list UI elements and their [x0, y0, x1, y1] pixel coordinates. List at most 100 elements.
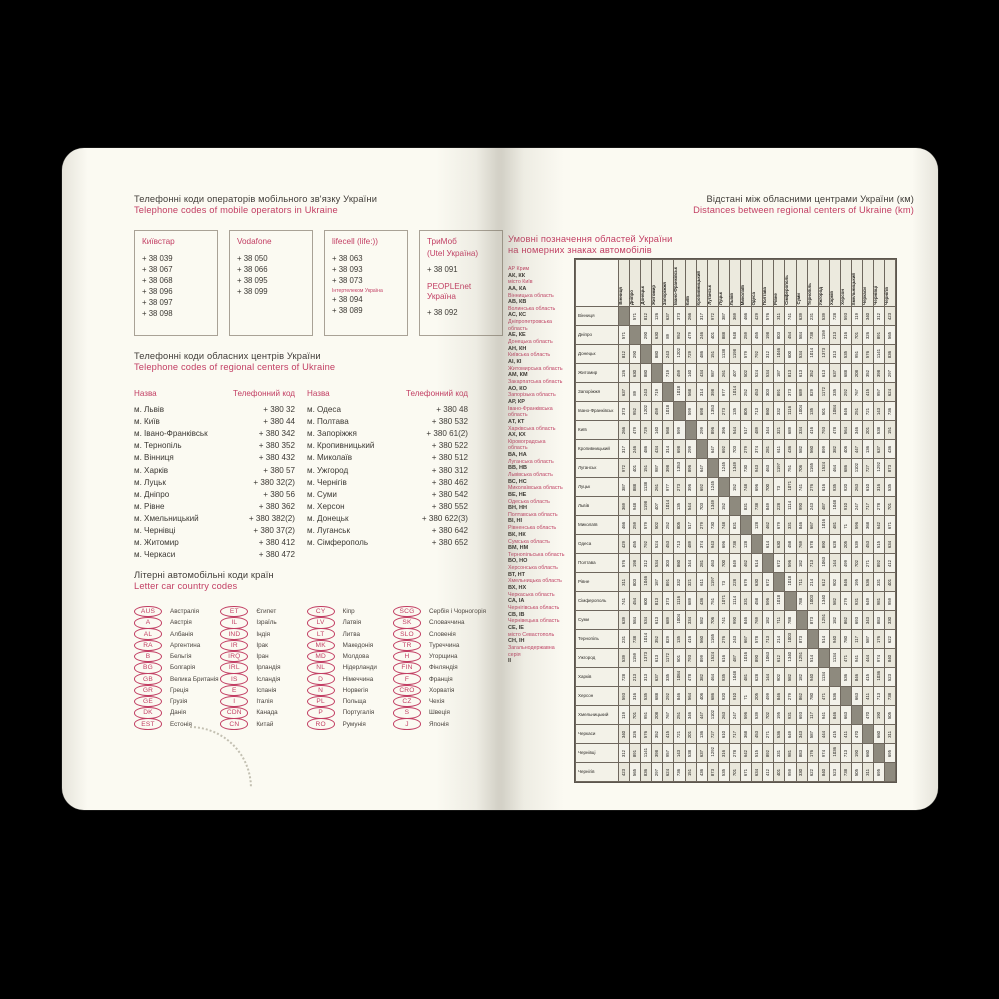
matrix-cell: 231 [617, 629, 631, 649]
matrix-col-header-label: Київ [684, 295, 690, 305]
matrix-cell-value: 1165 [809, 462, 815, 472]
matrix-cell: 935 [828, 477, 841, 497]
matrix-cell-value: 899 [820, 445, 826, 453]
matrix-cell-value: 1114 [731, 596, 737, 605]
matrix-cell-value: 486 [643, 445, 649, 453]
matrix-cell-value: 957 [876, 388, 882, 396]
matrix-cell: 1159 [817, 325, 830, 345]
matrix-cell: 637 [617, 382, 631, 402]
country-code-oval: BG [134, 662, 162, 674]
matrix-cell-value: 584 [631, 616, 637, 624]
matrix-cell-value: 281 [765, 445, 771, 453]
country-code-oval: D [306, 673, 335, 685]
country-code-row: E Іспанія [220, 684, 306, 697]
matrix-cell: 261 [717, 363, 730, 383]
matrix-cell-value: 396 [720, 426, 726, 434]
matrix-cell: 713 [806, 553, 819, 573]
matrix-cell-value: 458 [754, 597, 760, 605]
matrix-cell-value: 344 [765, 426, 771, 434]
matrix-cell: 489 [684, 534, 697, 554]
country-code-oval: DK [134, 707, 162, 719]
matrix-cell-value: 263 [720, 711, 726, 719]
matrix-cell-value: 73 [776, 486, 782, 491]
country-code-row: NL Нідерланди [306, 662, 393, 674]
plates-title-line2: на номерних знаках автомобілів [508, 245, 652, 255]
matrix-cell: 263 [717, 705, 730, 725]
matrix-cell-value: 271 [765, 730, 771, 738]
matrix-cell-value: 713 [754, 407, 760, 415]
country-code-row: BG Болгарія [134, 662, 220, 674]
matrix-cell: 660 [862, 743, 875, 763]
matrix-cell-value: 813 [654, 597, 660, 605]
matrix-cell: 479 [684, 325, 697, 345]
matrix-cell: 831 [728, 515, 742, 535]
matrix-cell: 463 [706, 553, 719, 573]
matrix-cell-value: 317 [620, 445, 626, 453]
regional-code-row: м. Хмельницький + 380 382(2) [134, 513, 307, 525]
region-name: Івано-Франківська [508, 405, 553, 412]
matrix-row-header: Одеса [575, 534, 619, 554]
matrix-cell-value: 1014 [643, 633, 649, 643]
matrix-cell-value: 332 [776, 407, 782, 415]
matrix-cell: 243 [728, 629, 742, 649]
matrix-cell-value: 152 [731, 483, 737, 491]
matrix-cell-value: 671 [742, 768, 748, 776]
country-name: Словенія [428, 630, 456, 638]
matrix-cell: 696 [751, 477, 764, 497]
matrix-cell: 1197 [706, 572, 719, 592]
city-name: м. Полтава [307, 417, 349, 427]
matrix-cell-value: 1063 [765, 652, 771, 662]
matrix-cell-value: 462 [765, 521, 771, 529]
country-name: Ізраїль [256, 619, 277, 627]
matrix-cell: 273 [717, 401, 730, 421]
matrix-cell: 1063 [762, 648, 775, 668]
matrix-cell-value: 195 [776, 711, 782, 719]
matrix-cell-value: 151 [687, 768, 693, 776]
matrix-cell: 478 [684, 667, 697, 687]
matrix-cell: 259 [740, 325, 753, 345]
matrix-cell-value: 524 [754, 369, 760, 377]
matrix-cell-value: 702 [853, 559, 859, 567]
region-plate-code: АР, КР [508, 398, 525, 405]
matrix-cell-value: 297 [654, 768, 660, 776]
matrix-cell: 1004 [795, 401, 808, 421]
matrix-cell: 689 [662, 610, 675, 630]
matrix-cell: 584 [795, 325, 808, 345]
matrix-cell: 117 [806, 705, 819, 725]
matrix-cell-value: 331 [787, 521, 793, 529]
matrix-cell-value: 312 [620, 749, 626, 757]
matrix-cell-value: 1251 [820, 614, 826, 624]
matrix-cell-value: 535 [887, 483, 893, 491]
matrix-diagonal-cell [717, 477, 730, 497]
matrix-cell-value: 701 [853, 331, 859, 339]
matrix-cell-value: 466 [620, 521, 626, 529]
matrix-cell-value: 688 [842, 369, 848, 377]
matrix-cell: 880 [651, 344, 664, 364]
phone-code: + 380 512 [431, 453, 468, 463]
matrix-cell-value: 721 [864, 407, 870, 415]
matrix-cell: 534 [795, 344, 808, 364]
matrix-cell-value: 1292 [876, 462, 882, 472]
region-plate-code: СА, ІА [508, 598, 525, 605]
matrix-cell: 1292 [706, 743, 719, 763]
matrix-header-row: Вінниця Дніпро Донецьк Житомир Запоріжжя Іван… [575, 259, 897, 307]
matrix-cell-value: 1353 [676, 462, 682, 472]
phone-code: + 380 522 [431, 441, 468, 451]
operator-number: + 38 092 [427, 308, 458, 318]
matrix-cell-value: 959 [887, 597, 893, 605]
matrix-cell: 565 [884, 325, 897, 345]
matrix-cell-value: 1102 [853, 462, 859, 472]
matrix-cell: 1172 [817, 382, 830, 402]
country-code-row: SK Словаччина [392, 617, 486, 629]
matrix-row-header: Ужгород [575, 648, 619, 668]
matrix-cell-value: 411 [864, 693, 870, 700]
right-page: Відстані між обласними центрами України … [500, 148, 938, 810]
matrix-cell: 214 [806, 572, 819, 592]
matrix-cell-value: 423 [620, 768, 626, 776]
matrix-cell: 959 [784, 762, 797, 782]
regional-code-row: м. Херсон + 380 552 [307, 501, 480, 513]
matrix-cell: 279 [784, 686, 797, 706]
regional-codes-column-1: Назва Телефонний код м. Львів + 380 32 м. … [134, 388, 307, 561]
matrix-cell: 738 [806, 325, 819, 345]
matrix-cell-value: 565 [631, 768, 637, 776]
